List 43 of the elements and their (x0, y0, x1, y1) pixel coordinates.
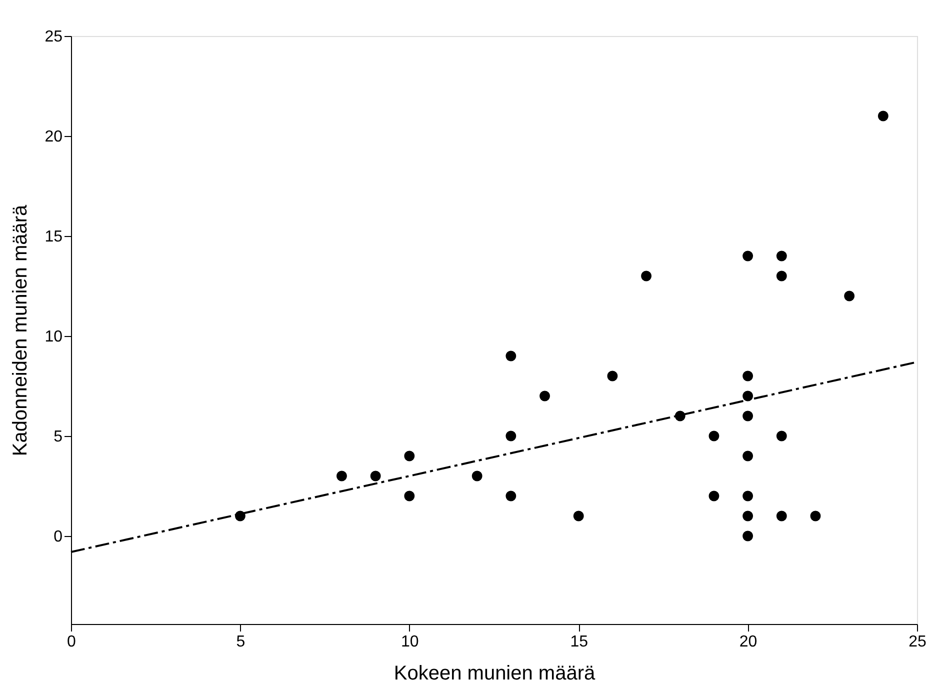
x-tick-label: 15 (570, 634, 588, 650)
point (776, 270, 787, 282)
x-tick-label: 10 (401, 634, 419, 650)
point (404, 490, 415, 502)
point (742, 410, 754, 422)
point (742, 490, 754, 502)
y-axis-title: Kadonneiden munien määrä (10, 204, 32, 456)
point (810, 510, 821, 522)
y-tick-label: 10 (44, 328, 63, 346)
point (607, 370, 618, 382)
point (776, 250, 787, 262)
point (742, 450, 754, 462)
x-axis-title: Kokeen munien määrä (394, 662, 596, 684)
y-tick-label: 20 (44, 128, 63, 146)
point (506, 430, 516, 442)
point (336, 470, 347, 482)
point (708, 490, 720, 502)
point (472, 470, 482, 482)
point (742, 530, 754, 542)
y-tick-label: 0 (54, 528, 63, 546)
point (370, 470, 381, 482)
point (404, 450, 415, 462)
point (506, 490, 516, 502)
x-tick-label: 5 (236, 634, 246, 650)
point (506, 350, 516, 362)
point (540, 390, 550, 402)
x-tick-label: 0 (67, 634, 76, 650)
point (742, 250, 754, 262)
y-tick-label: 5 (54, 428, 63, 446)
point (844, 290, 855, 302)
x-tick-label: 25 (908, 634, 926, 650)
point (776, 430, 787, 442)
point (708, 430, 720, 442)
point (742, 390, 754, 402)
point (878, 110, 888, 122)
point (573, 510, 584, 522)
y-tick-label: 15 (44, 228, 63, 246)
point (641, 270, 652, 282)
y-tick-label: 25 (44, 28, 63, 46)
point (742, 510, 754, 522)
point (776, 510, 787, 522)
x-tick-label: 20 (739, 634, 758, 650)
point (742, 370, 754, 382)
